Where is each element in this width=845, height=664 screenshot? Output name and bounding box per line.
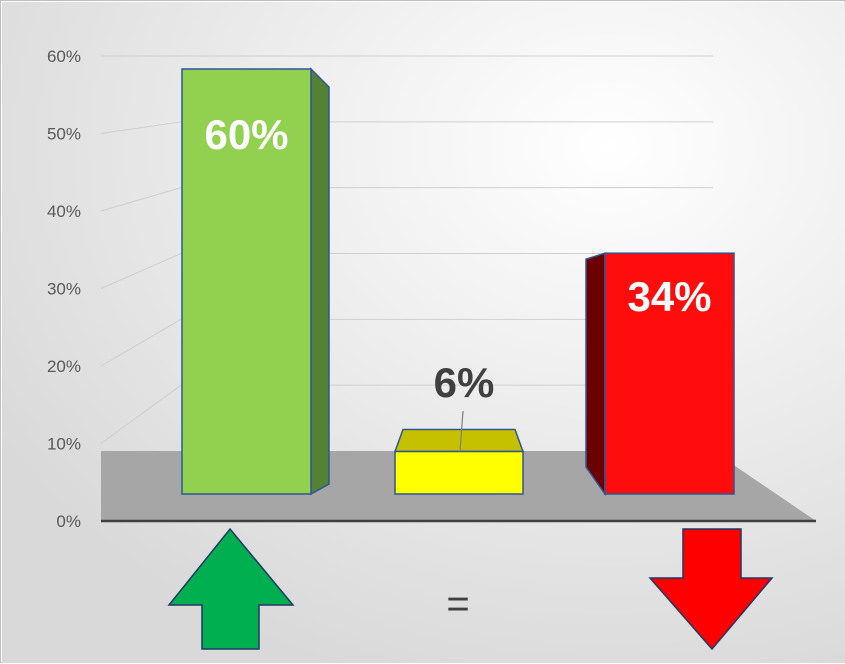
bar-down-side bbox=[585, 252, 606, 497]
wall-gridline bbox=[100, 187, 182, 212]
wall-gridline bbox=[100, 253, 182, 289]
wall-gridline bbox=[100, 121, 182, 134]
wall-gridline bbox=[100, 384, 182, 444]
equal-symbol: = bbox=[446, 582, 469, 626]
down-arrow-icon bbox=[648, 528, 774, 651]
bar-neutral bbox=[394, 450, 524, 495]
wall-gridline bbox=[100, 318, 182, 367]
bar-neutral-top bbox=[393, 428, 525, 453]
up-arrow-icon bbox=[167, 527, 295, 650]
leader-line bbox=[459, 410, 464, 452]
y-tick-label: 30% bbox=[47, 280, 81, 299]
data-label-down: 34% bbox=[627, 273, 711, 320]
y-tick-label: 20% bbox=[47, 357, 81, 376]
bar-up-side bbox=[310, 67, 330, 496]
y-tick-label: 60% bbox=[47, 47, 81, 66]
data-label-up: 60% bbox=[204, 111, 288, 158]
bar-up bbox=[181, 68, 312, 495]
y-tick-label: 50% bbox=[47, 125, 81, 144]
data-label-neutral: 6% bbox=[434, 359, 495, 406]
y-tick-label: 0% bbox=[56, 512, 81, 531]
bar-down bbox=[604, 252, 735, 495]
y-tick-label: 10% bbox=[47, 435, 81, 454]
y-tick-label: 40% bbox=[47, 202, 81, 221]
